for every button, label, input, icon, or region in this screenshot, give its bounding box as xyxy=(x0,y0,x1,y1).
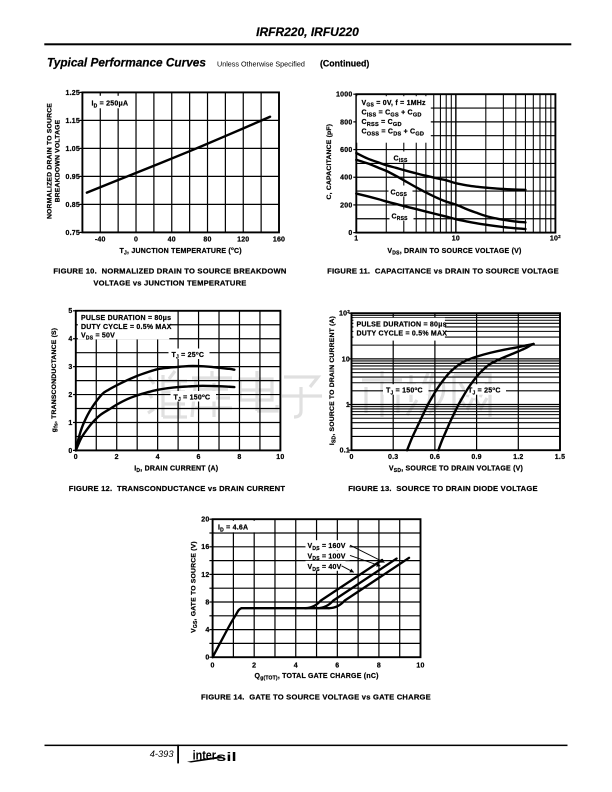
svg-text:VGS, GATE TO SOURCE (V): VGS, GATE TO SOURCE (V) xyxy=(191,541,200,633)
svg-text:NORMALIZED DRAIN TO SOURCE: NORMALIZED DRAIN TO SOURCE xyxy=(47,103,54,219)
svg-text:2: 2 xyxy=(115,454,119,461)
svg-text:8: 8 xyxy=(377,663,381,670)
svg-text:400: 400 xyxy=(340,175,352,182)
svg-text:0: 0 xyxy=(74,454,78,461)
svg-text:12: 12 xyxy=(201,572,209,579)
svg-text:0.3: 0.3 xyxy=(388,454,398,461)
svg-text:VDS = 40V: VDS = 40V xyxy=(308,564,342,573)
svg-text:CISS: CISS xyxy=(394,155,408,164)
svg-text:VSD, SOURCE TO DRAIN VOLTAGE (: VSD, SOURCE TO DRAIN VOLTAGE (V) xyxy=(389,465,523,474)
svg-text:CISS = CGS + CGD: CISS = CGS + CGD xyxy=(362,110,422,119)
svg-text:8: 8 xyxy=(237,454,241,461)
svg-text:160: 160 xyxy=(273,236,285,243)
svg-text:VDS, DRAIN TO SOURCE VOLTAGE (: VDS, DRAIN TO SOURCE VOLTAGE (V) xyxy=(387,248,521,257)
svg-text:2: 2 xyxy=(68,392,72,399)
svg-text:1.15: 1.15 xyxy=(65,118,80,125)
svg-text:16: 16 xyxy=(201,544,209,551)
svg-text:8: 8 xyxy=(205,599,209,606)
svg-text:0: 0 xyxy=(68,448,72,455)
svg-text:TJ, JUNCTION TEMPERATURE (oC): TJ, JUNCTION TEMPERATURE (oC) xyxy=(120,246,242,256)
svg-text:0.1: 0.1 xyxy=(340,448,350,455)
svg-text:TJ = 25oC: TJ = 25oC xyxy=(468,386,501,396)
svg-text:3: 3 xyxy=(68,364,72,371)
svg-text:COSS: COSS xyxy=(391,189,408,198)
svg-text:0.75: 0.75 xyxy=(65,230,80,237)
svg-text:0: 0 xyxy=(349,454,353,461)
svg-text:2: 2 xyxy=(252,663,256,670)
svg-text:VDS = 100V: VDS = 100V xyxy=(308,553,346,562)
svg-text:-40: -40 xyxy=(95,236,106,243)
svg-text:Qg(TOT), TOTAL GATE CHARGE (nC: Qg(TOT), TOTAL GATE CHARGE (nC) xyxy=(255,673,379,682)
svg-text:C, CAPACITANCE (pF): C, CAPACITANCE (pF) xyxy=(326,124,333,200)
svg-text:4: 4 xyxy=(205,627,209,634)
svg-text:IRFR220, IRFU220: IRFR220, IRFU220 xyxy=(256,25,359,39)
svg-text:40: 40 xyxy=(168,236,176,243)
svg-text:0: 0 xyxy=(134,236,138,243)
svg-text:1.5: 1.5 xyxy=(555,454,565,461)
svg-text:800: 800 xyxy=(340,119,352,126)
svg-text:0.6: 0.6 xyxy=(430,454,440,461)
svg-text:10: 10 xyxy=(342,356,350,363)
svg-text:0.95: 0.95 xyxy=(65,174,80,181)
svg-text:6: 6 xyxy=(196,454,200,461)
svg-text:PULSE DURATION = 80μs: PULSE DURATION = 80μs xyxy=(81,315,171,322)
svg-text:10: 10 xyxy=(276,454,284,461)
svg-text:TJ = 150oC: TJ = 150oC xyxy=(386,386,423,396)
svg-text:TJ = 150oC: TJ = 150oC xyxy=(174,393,211,403)
svg-text:1: 1 xyxy=(354,236,358,243)
svg-text:1000: 1000 xyxy=(336,92,352,99)
svg-text:VDS = 160V: VDS = 160V xyxy=(308,543,346,552)
svg-text:0.85: 0.85 xyxy=(65,202,80,209)
svg-text:TJ = 25oC: TJ = 25oC xyxy=(172,350,205,360)
svg-text:10: 10 xyxy=(452,236,460,243)
svg-text:1.2: 1.2 xyxy=(513,454,523,461)
svg-text:ID, DRAIN CURRENT (A): ID, DRAIN CURRENT (A) xyxy=(134,465,218,474)
svg-text:VDS = 50V: VDS = 50V xyxy=(81,333,115,342)
svg-text:1: 1 xyxy=(68,420,72,427)
svg-text:COSS = CDS + CGD: COSS = CDS + CGD xyxy=(362,129,425,138)
svg-text:CRSS: CRSS xyxy=(392,213,409,222)
svg-text:PULSE DURATION = 80μs: PULSE DURATION = 80μs xyxy=(357,321,447,328)
svg-text:FIGURE 12. TRANSCONDUCTANCE v: FIGURE 12. TRANSCONDUCTANCE vs DRAIN CUR… xyxy=(69,484,286,493)
svg-text:1.05: 1.05 xyxy=(65,146,80,153)
svg-text:BREAKDOWN VOLTAGE: BREAKDOWN VOLTAGE xyxy=(55,119,62,202)
svg-text:20: 20 xyxy=(201,517,209,524)
svg-text:FIGURE 14. GATE TO SOURCE VOL: FIGURE 14. GATE TO SOURCE VOLTAGE vs GAT… xyxy=(201,693,431,702)
svg-text:10: 10 xyxy=(416,663,424,670)
svg-text:102: 102 xyxy=(339,309,350,318)
svg-text:0: 0 xyxy=(348,230,352,237)
svg-text:FIGURE 10. NORMALIZED DRAIN T: FIGURE 10. NORMALIZED DRAIN TO SOURCE BR… xyxy=(53,266,286,275)
svg-text:0.9: 0.9 xyxy=(471,454,481,461)
svg-text:200: 200 xyxy=(340,202,352,209)
svg-text:4-393: 4-393 xyxy=(150,749,175,759)
svg-text:6: 6 xyxy=(335,663,339,670)
svg-text:VOLTAGE vs JUNCTION TEMPERATUR: VOLTAGE vs JUNCTION TEMPERATURE xyxy=(93,279,246,288)
svg-text:ID = 250μA: ID = 250μA xyxy=(92,101,129,110)
svg-text:Typical Performance Curves: Typical Performance Curves xyxy=(47,56,206,70)
svg-text:sil: sil xyxy=(216,751,236,764)
svg-text:0: 0 xyxy=(211,663,215,670)
svg-text:4: 4 xyxy=(156,454,160,461)
svg-text:1: 1 xyxy=(346,402,350,409)
svg-text:80: 80 xyxy=(203,236,211,243)
svg-text:VGS = 0V, f = 1MHz: VGS = 0V, f = 1MHz xyxy=(362,100,427,109)
svg-text:600: 600 xyxy=(340,147,352,154)
svg-text:4: 4 xyxy=(68,336,72,343)
svg-text:DUTY CYCLE = 0.5% MAX: DUTY CYCLE = 0.5% MAX xyxy=(357,331,448,338)
svg-text:1.25: 1.25 xyxy=(65,90,80,97)
svg-text:5: 5 xyxy=(68,308,72,315)
svg-text:4: 4 xyxy=(294,663,298,670)
svg-text:(Continued): (Continued) xyxy=(320,59,369,69)
svg-text:Unless Otherwise Specified: Unless Otherwise Specified xyxy=(217,59,305,68)
svg-text:gfs, TRANSCONDUCTANCE (S): gfs, TRANSCONDUCTANCE (S) xyxy=(51,328,60,433)
svg-text:120: 120 xyxy=(237,236,249,243)
svg-text:102: 102 xyxy=(550,234,561,243)
svg-text:ISD, SOURCE TO DRAIN CURRENT (: ISD, SOURCE TO DRAIN CURRENT (A) xyxy=(329,316,338,445)
svg-text:DUTY CYCLE = 0.5% MAX: DUTY CYCLE = 0.5% MAX xyxy=(81,324,172,331)
svg-text:FIGURE 11. CAPACITANCE vs DRA: FIGURE 11. CAPACITANCE vs DRAIN TO SOURC… xyxy=(327,266,559,275)
svg-text:ID = 4.6A: ID = 4.6A xyxy=(218,525,248,534)
svg-text:CRSS = CGD: CRSS = CGD xyxy=(362,119,402,128)
svg-text:FIGURE 13. SOURCE TO DRAIN DI: FIGURE 13. SOURCE TO DRAIN DIODE VOLTAGE xyxy=(348,484,538,493)
svg-text:0: 0 xyxy=(205,655,209,662)
